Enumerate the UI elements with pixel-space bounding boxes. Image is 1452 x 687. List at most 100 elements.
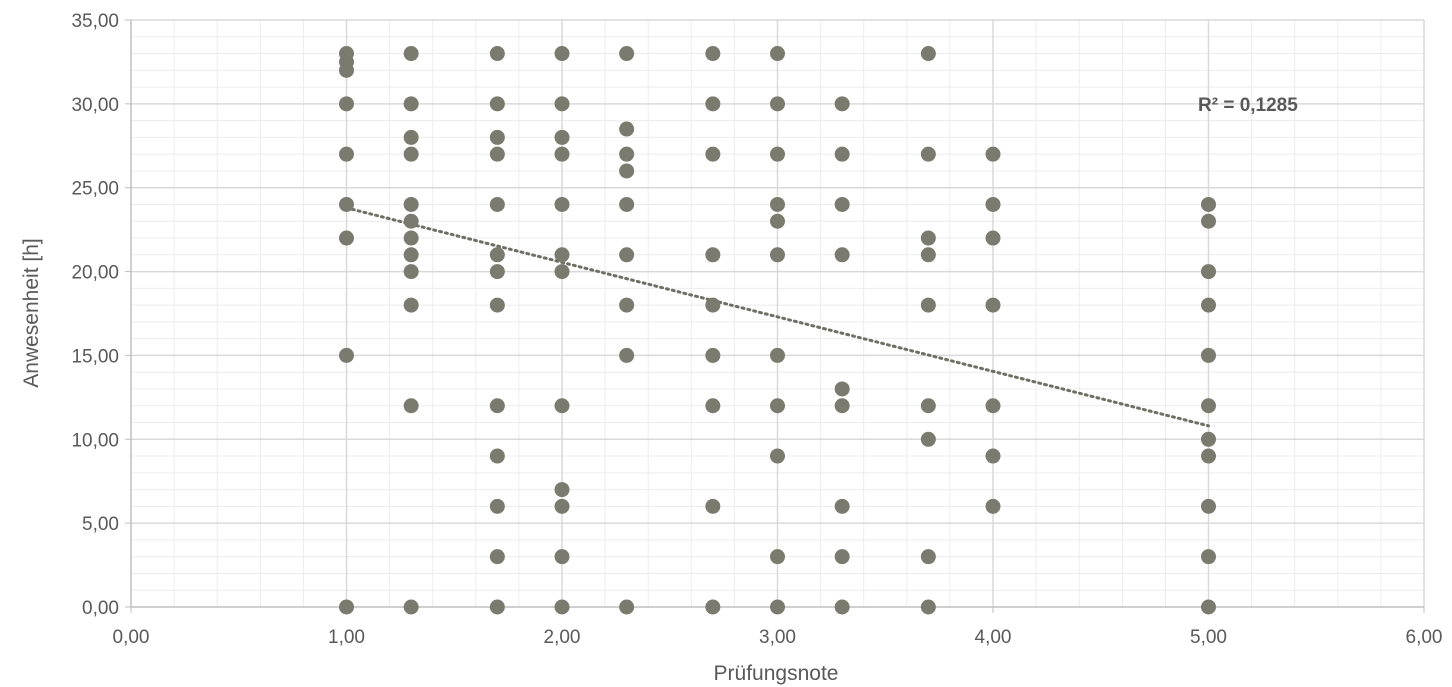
y-tick-label: 5,00 [82, 514, 119, 535]
data-point [619, 196, 635, 212]
y-tick-label: 35,00 [71, 11, 119, 32]
data-point [403, 196, 419, 212]
x-tick-label: 4,00 [975, 627, 1012, 648]
x-tick-label: 3,00 [759, 627, 796, 648]
data-point [403, 297, 419, 313]
data-point [403, 46, 419, 62]
data-point [1201, 448, 1216, 464]
data-point [770, 599, 785, 615]
data-point [770, 549, 785, 565]
y-tick-label: 20,00 [71, 263, 119, 284]
data-point [619, 163, 635, 179]
data-point [920, 599, 936, 615]
data-point [985, 448, 1001, 464]
data-point [770, 196, 785, 212]
data-point [705, 498, 721, 514]
data-point [705, 247, 721, 263]
data-point [770, 46, 785, 62]
data-point [403, 129, 419, 145]
data-point [554, 498, 570, 514]
data-point [619, 599, 635, 615]
data-point [705, 398, 721, 414]
data-point [489, 498, 505, 514]
data-point [705, 46, 721, 62]
data-point [489, 247, 505, 263]
data-point [1201, 264, 1216, 280]
data-point [770, 247, 785, 263]
data-point [705, 297, 721, 313]
data-point [554, 46, 570, 62]
data-point [619, 297, 635, 313]
data-point [705, 347, 721, 363]
data-point [1201, 498, 1216, 514]
data-point [554, 549, 570, 565]
data-point [489, 398, 505, 414]
data-point [554, 129, 570, 145]
data-point [489, 129, 505, 145]
x-axis-title: Prüfungsnote [714, 662, 839, 685]
r-squared-annotation: R² = 0,1285 [1198, 95, 1298, 116]
data-point [834, 498, 850, 514]
y-tick-label: 30,00 [71, 95, 119, 116]
data-point [1201, 347, 1216, 363]
data-point [920, 431, 936, 447]
data-point [920, 297, 936, 313]
data-point [554, 247, 570, 263]
data-points [339, 46, 1216, 615]
data-point [1201, 297, 1216, 313]
data-point [403, 264, 419, 280]
data-point [489, 46, 505, 62]
data-point [489, 448, 505, 464]
data-point [920, 247, 936, 263]
x-tick-label: 0,00 [113, 627, 150, 648]
y-tick-label: 0,00 [82, 598, 119, 619]
data-point [920, 46, 936, 62]
trendline [345, 206, 1210, 428]
data-point [339, 230, 354, 246]
data-point [705, 146, 721, 162]
data-point [489, 264, 505, 280]
data-point [554, 264, 570, 280]
data-point [834, 398, 850, 414]
data-point [403, 247, 419, 263]
data-point [770, 96, 785, 112]
data-point [619, 247, 635, 263]
data-point [619, 121, 635, 137]
x-tick-label: 2,00 [544, 627, 581, 648]
x-axis-tick-labels: 0,00 1,00 2,00 3,00 4,00 5,00 6,00 [113, 627, 1443, 648]
data-point [834, 247, 850, 263]
data-point [834, 96, 850, 112]
data-point [403, 96, 419, 112]
data-point [339, 146, 354, 162]
data-point [770, 398, 785, 414]
data-point [339, 62, 354, 78]
y-tick-label: 15,00 [71, 346, 119, 367]
data-point [1201, 196, 1216, 212]
data-point [403, 213, 419, 229]
data-point [1201, 213, 1216, 229]
data-point [554, 482, 570, 498]
data-point [920, 398, 936, 414]
data-point [619, 146, 635, 162]
data-point [554, 96, 570, 112]
data-point [339, 599, 354, 615]
data-point [403, 599, 419, 615]
data-point [705, 96, 721, 112]
data-point [705, 599, 721, 615]
data-point [985, 146, 1001, 162]
data-point [554, 599, 570, 615]
data-point [489, 196, 505, 212]
data-point [619, 347, 635, 363]
data-point [920, 549, 936, 565]
y-axis-title: Anwesenheit [h] [20, 238, 43, 387]
x-tick-label: 6,00 [1406, 627, 1443, 648]
data-point [985, 196, 1001, 212]
data-point [770, 448, 785, 464]
data-point [834, 549, 850, 565]
data-point [985, 398, 1001, 414]
data-point [554, 398, 570, 414]
trendline-layer [345, 206, 1210, 428]
data-point [1201, 431, 1216, 447]
